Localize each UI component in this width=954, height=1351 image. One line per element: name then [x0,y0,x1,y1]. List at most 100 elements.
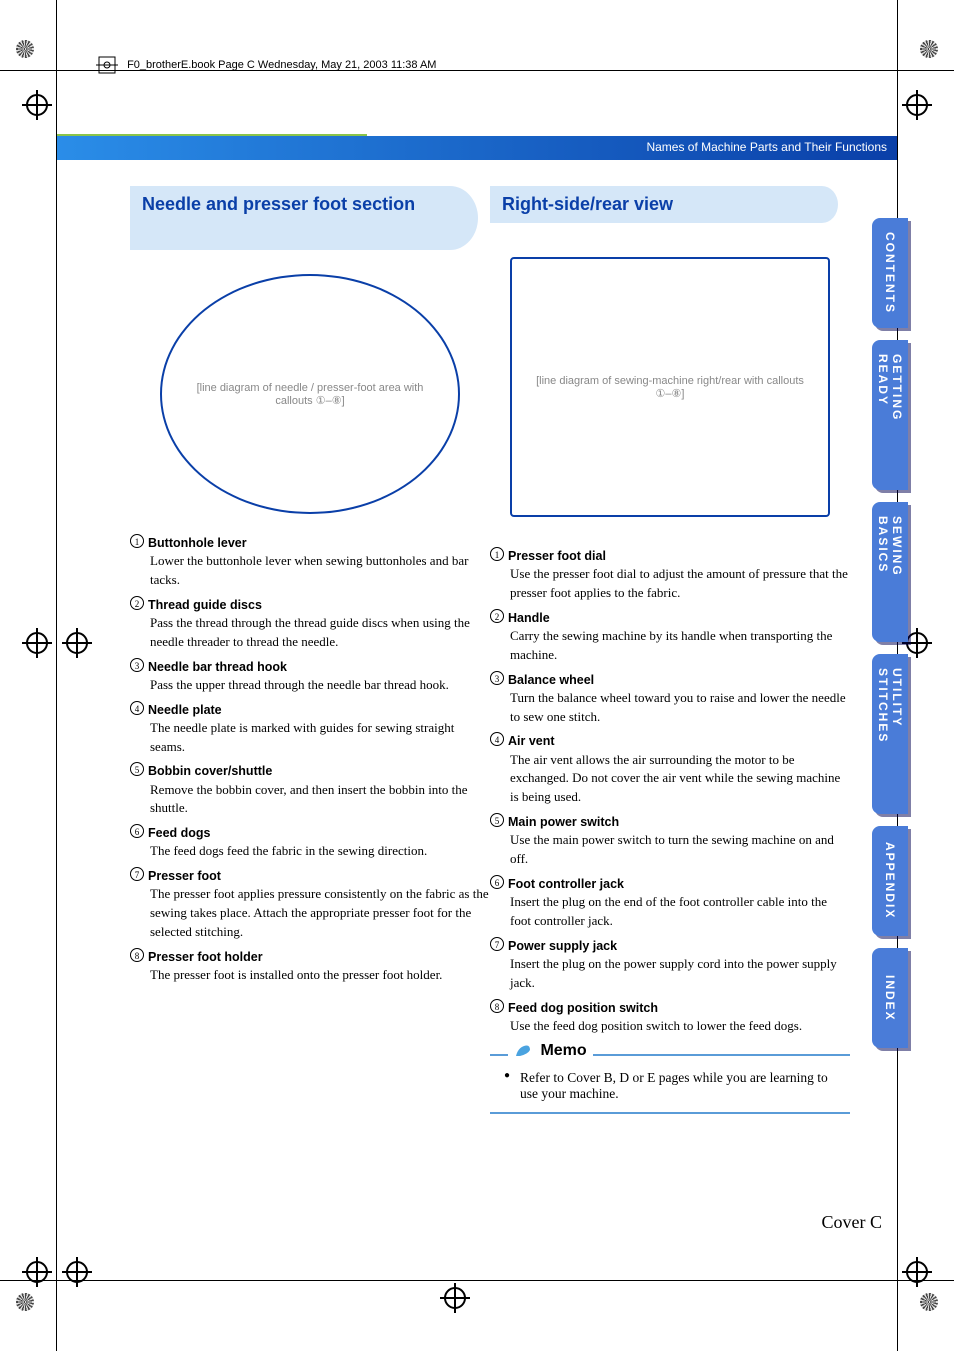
side-tab[interactable]: UTILITY STITCHES [872,654,908,814]
part-title: Presser foot dial [508,549,606,563]
part-description: The air vent allows the air surrounding … [510,751,850,808]
corner-mark [920,1293,938,1311]
col-rear-view: Right-side/rear view [line diagram of se… [490,186,850,1114]
part-description: Insert the plug on the end of the foot c… [510,893,850,931]
part-number: 6 [130,824,144,838]
section-header-text: Names of Machine Parts and Their Functio… [646,140,887,154]
part-number: 3 [490,671,504,685]
register-mark [66,632,88,654]
memo-title: Memo [508,1042,593,1060]
part-number: 2 [130,596,144,610]
part-item: 2 Thread guide discs Pass the thread throu… [130,596,490,652]
side-tab-strip: CONTENTS GETTING READY SEWING BASICS UTILIT… [872,218,908,1060]
diagram-rear-view: [line diagram of sewing-machine right/re… [500,237,840,537]
side-tab[interactable]: APPENDIX [872,826,908,936]
page: F0_brotherE.book Page C Wednesday, May 2… [0,0,954,1351]
part-item: 6 Feed dogs The feed dogs feed the fabric … [130,824,490,861]
register-mark [906,94,928,116]
corner-mark [16,1293,34,1311]
register-mark [26,1261,48,1283]
section-title-left: Needle and presser foot section [130,186,478,250]
register-mark [26,632,48,654]
part-number: 3 [130,658,144,672]
diagram-needle-area: [line diagram of needle / presser-foot a… [140,264,480,524]
part-description: Carry the sewing machine by its handle w… [510,627,850,665]
part-description: Use the feed dog position switch to lowe… [510,1017,850,1036]
memo-text: Refer to Cover B, D or E pages while you… [520,1070,846,1102]
part-item: 2 Handle Carry the sewing machine by its h… [490,609,850,665]
part-title: Buttonhole lever [148,536,247,550]
part-title: Feed dog position switch [508,1001,658,1015]
part-number: 5 [130,762,144,776]
side-tab[interactable]: INDEX [872,948,908,1048]
part-description: Insert the plug on the power supply cord… [510,955,850,993]
part-item: 4Needle plateThe needle plate is marked … [130,701,490,757]
side-tab[interactable]: SEWING BASICS [872,502,908,642]
part-description: The presser foot applies pressure consis… [150,885,490,942]
part-description: Pass the thread through the thread guide… [150,614,490,652]
part-description: Use the main power switch to turn the se… [510,831,850,869]
part-item: 8 Feed dog position switch Use the feed do… [490,999,850,1036]
print-header-text: F0_brotherE.book Page C Wednesday, May 2… [127,59,436,71]
part-title: Foot controller jack [508,877,624,891]
part-title: Bobbin cover/shuttle [148,764,272,778]
part-item: 7 Power supply jack Insert the plug on the… [490,937,850,993]
part-number: 7 [130,867,144,881]
part-number: 6 [490,875,504,889]
part-item: 7Presser footThe presser foot applies pr… [130,867,490,942]
page-number: Cover C [822,1212,883,1233]
part-title: Power supply jack [508,939,617,953]
crop-line-bottom [0,1280,954,1281]
part-title: Thread guide discs [148,598,262,612]
parts-list-left: 1 Buttonhole lever Lower the buttonhole le… [130,534,490,985]
part-number: 2 [490,609,504,623]
part-title: Handle [508,611,550,625]
part-description: Lower the buttonhole lever when sewing b… [150,552,490,590]
part-number: 5 [490,813,504,827]
part-description: Pass the upper thread through the needle… [150,676,490,695]
part-description: Turn the balance wheel toward you to rai… [510,689,850,727]
register-mark [906,1261,928,1283]
part-number: 8 [130,948,144,962]
register-mark [444,1287,466,1309]
parts-list-right: 1 Presser foot dial Use the presser foot d… [490,547,850,1036]
diagram-placeholder: [line diagram of needle / presser-foot a… [160,274,460,514]
side-tab[interactable]: CONTENTS [872,218,908,328]
part-item: 3 Needle bar thread hook Pass the upper th… [130,658,490,695]
part-title: Needle plate [148,703,222,717]
register-mark [66,1261,88,1283]
memo-icon [514,1042,532,1060]
part-number: 1 [130,534,144,548]
part-number: 4 [130,701,144,715]
part-description: The feed dogs feed the fabric in the sew… [150,842,490,861]
memo-title-text: Memo [540,1042,586,1059]
section-title-right: Right-side/rear view [490,186,838,223]
part-title: Needle bar thread hook [148,660,287,674]
print-header: F0_brotherE.book Page C Wednesday, May 2… [96,54,436,76]
register-mark [906,632,928,654]
part-title: Feed dogs [148,826,211,840]
part-item: 8Presser foot holderThe presser foot is … [130,948,490,985]
part-title: Air vent [508,734,555,748]
part-title: Presser foot holder [148,950,263,964]
part-item: 5 Bobbin cover/shuttle Remove the bobbin c… [130,762,490,818]
side-tab[interactable]: GETTING READY [872,340,908,490]
part-number: 4 [490,732,504,746]
part-number: 8 [490,999,504,1013]
crop-line-left [56,0,57,1351]
part-item: 4 Air vent The air vent allows the air sur… [490,732,850,807]
part-number: 1 [490,547,504,561]
part-item: 3Balance wheelTurn the balance wheel tow… [490,671,850,727]
part-title: Main power switch [508,815,619,829]
part-description: Use the presser foot dial to adjust the … [510,565,850,603]
part-number: 7 [490,937,504,951]
col-needle-presser: Needle and presser foot section [line di… [130,186,490,991]
memo-box: Memo Refer to Cover B, D or E pages whil… [490,1054,850,1114]
corner-mark [920,40,938,58]
part-item: 5 Main power switch Use the main power swi… [490,813,850,869]
part-description: Remove the bobbin cover, and then insert… [150,781,490,819]
part-item: 1 Presser foot dial Use the presser foot d… [490,547,850,603]
diagram-placeholder: [line diagram of sewing-machine right/re… [510,257,830,517]
part-item: 6 Foot controller jack Insert the plug on … [490,875,850,931]
part-item: 1 Buttonhole lever Lower the buttonhole le… [130,534,490,590]
